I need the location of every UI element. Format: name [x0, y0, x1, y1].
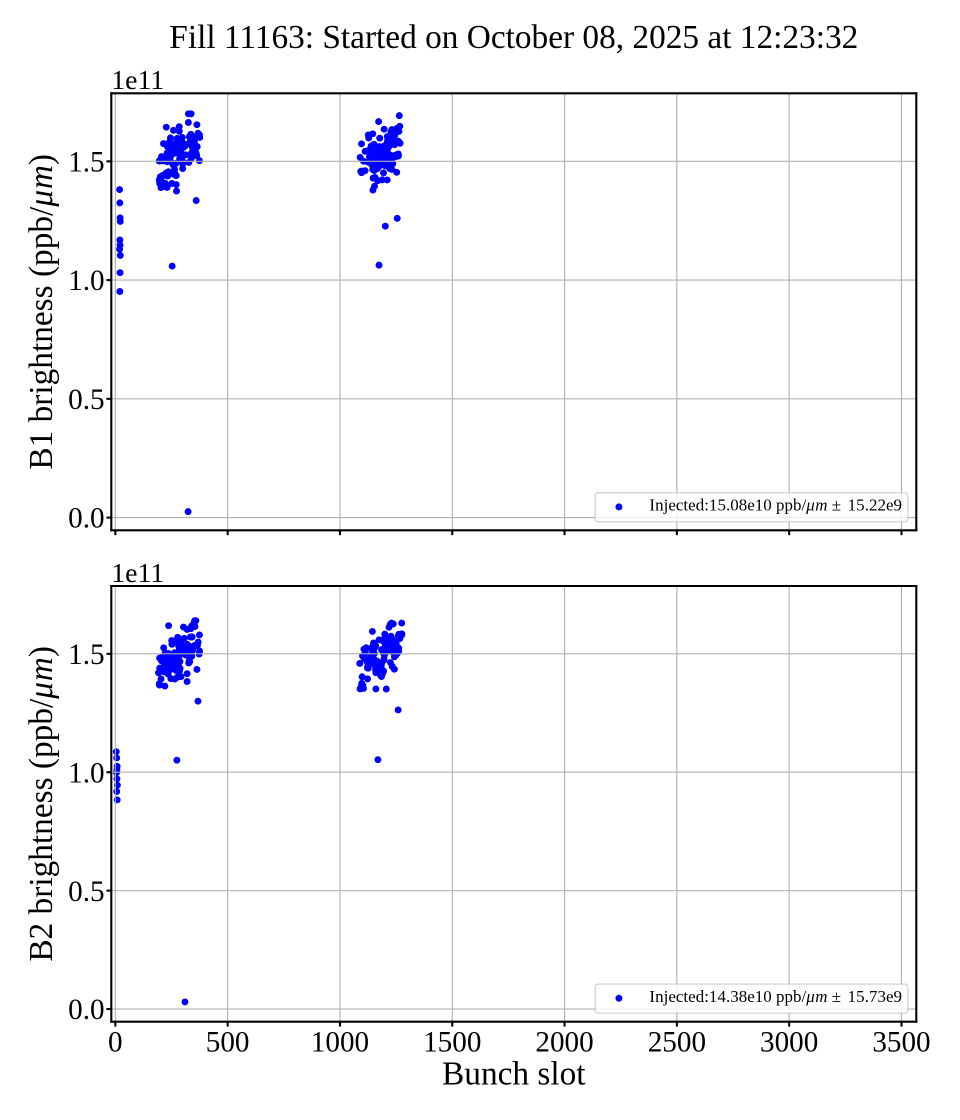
svg-text:2500: 2500 — [648, 1027, 706, 1059]
svg-text:2000: 2000 — [535, 1027, 593, 1059]
svg-text:500: 500 — [206, 1027, 250, 1059]
svg-text:1e11: 1e11 — [111, 558, 164, 589]
svg-text:0.0: 0.0 — [68, 994, 104, 1026]
svg-text:I n j e: I n j e c t e d : 1 4 . 3 8 e 1 0 p p b … — [649, 982, 907, 1007]
svg-text:1500: 1500 — [423, 1027, 481, 1059]
svg-text:1000: 1000 — [311, 1027, 369, 1059]
svg-text:1.5: 1.5 — [68, 146, 104, 178]
svg-text:0: 0 — [108, 1027, 123, 1059]
svg-text:I n j e: I n j e c t e d : 1 5 . 0 8 e 1 0 p p b … — [649, 490, 907, 515]
svg-text:1.5: 1.5 — [68, 639, 104, 671]
svg-text:B 1 b: B 1 b r i g h t n e s s ( p p b / ) μ m — [23, 148, 60, 469]
svg-text:1.0: 1.0 — [68, 265, 104, 297]
svg-text:0.0: 0.0 — [68, 503, 104, 535]
svg-text:Fill 11163: Started on October: Fill 11163: Started on October 08, 2025 … — [169, 19, 858, 56]
svg-text:3000: 3000 — [760, 1027, 818, 1059]
svg-text:B 2 b: B 2 b r i g h t n e s s ( p p b / ) μ m — [23, 640, 60, 961]
svg-text:3500: 3500 — [872, 1027, 930, 1059]
svg-text:1.0: 1.0 — [68, 757, 104, 789]
svg-text:Bunch slot: Bunch slot — [442, 1055, 586, 1092]
svg-text:1e11: 1e11 — [111, 65, 164, 96]
svg-text:0.5: 0.5 — [68, 876, 104, 908]
svg-text:0.5: 0.5 — [68, 384, 104, 416]
